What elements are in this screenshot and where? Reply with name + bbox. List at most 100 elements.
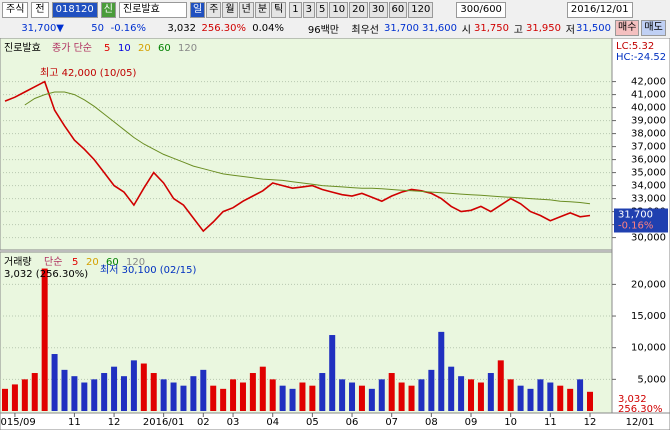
- volume-bar: [547, 382, 554, 411]
- period-button[interactable]: 월: [222, 2, 238, 18]
- interval-button[interactable]: 5: [315, 2, 329, 18]
- open-label: 시: [461, 24, 471, 36]
- x-tick-label: 2016/01: [143, 417, 185, 428]
- open: 31,750: [474, 22, 509, 34]
- period-button[interactable]: 년: [238, 2, 254, 18]
- legend-entry: 10: [118, 43, 131, 54]
- sell-button[interactable]: 매도: [641, 20, 666, 36]
- date[interactable]: 2016/12/01: [566, 2, 633, 18]
- volume-bar: [160, 379, 167, 411]
- interval-button[interactable]: 20: [349, 2, 368, 18]
- volume-bar: [31, 373, 38, 411]
- interval-button[interactable]: 60: [388, 2, 408, 18]
- volume-ratio: 256.30%: [201, 22, 247, 34]
- side-label: LC:5.32: [616, 41, 654, 52]
- low: 31,500: [576, 22, 611, 34]
- amount: 96백만: [307, 24, 339, 36]
- period-button[interactable]: 일: [190, 2, 206, 18]
- volume-bar: [477, 382, 484, 411]
- interval-button[interactable]: 30: [368, 2, 388, 18]
- volume-bar: [51, 354, 58, 411]
- volume-bar: [577, 379, 584, 411]
- count[interactable]: 300/600: [456, 2, 506, 18]
- volume-bar: [527, 388, 534, 411]
- volume-bar: [299, 382, 306, 411]
- period-button[interactable]: 틱: [271, 2, 287, 18]
- x-end-label: 12/01: [626, 417, 655, 428]
- volume-bar: [408, 385, 415, 411]
- volume-bar: [269, 379, 276, 411]
- volume-bar: [289, 388, 296, 411]
- legend-entry: 5: [104, 43, 110, 54]
- volume-bar: [428, 369, 435, 411]
- volume-bar: [468, 379, 475, 411]
- price: 31,700▼: [21, 22, 64, 34]
- last-value: 3,032: [618, 394, 647, 405]
- volume-bar: [557, 385, 564, 411]
- quote-row: 31,700▼ 50 -0.16% 3,032 256.30% 0.04% 96…: [2, 19, 668, 37]
- volume-bar: [11, 384, 18, 411]
- volume-bar: [438, 331, 445, 411]
- volume-bar: [368, 388, 375, 411]
- bid: 31,600: [422, 22, 457, 34]
- volume-bar: [358, 385, 365, 411]
- interval-button[interactable]: 10: [329, 2, 349, 18]
- volume-bar: [339, 379, 346, 411]
- side-label: HC:-24.52: [616, 52, 666, 63]
- change-pct: -0.16%: [110, 22, 146, 34]
- period-button[interactable]: 주: [206, 2, 222, 18]
- volume-bar: [41, 268, 48, 411]
- volume-bar: [239, 382, 246, 411]
- panel-title: 거래량: [4, 256, 32, 268]
- x-tick-label: 11: [544, 417, 557, 428]
- turnover: 0.04%: [252, 22, 284, 34]
- volume-bar: [587, 391, 593, 411]
- x-tick-label: 05: [306, 417, 319, 428]
- y-tick-label: 5,000: [637, 374, 666, 385]
- mode[interactable]: 전: [31, 2, 49, 18]
- y-tick-label: 40,000: [631, 103, 666, 114]
- volume-bar: [140, 363, 147, 411]
- volume-bar: [517, 385, 524, 411]
- volume-bar: [537, 379, 544, 411]
- volume-bar: [329, 335, 336, 411]
- legend-entry: 120: [178, 43, 197, 54]
- volume-bar: [71, 376, 78, 411]
- volume-bar: [249, 373, 256, 411]
- y-tick-label: 41,000: [631, 90, 666, 101]
- last-label: 3,032 (256.30%): [4, 269, 88, 280]
- stock-name: 진로발효: [119, 2, 187, 18]
- volume-bar: [497, 360, 504, 411]
- y-tick-label: 15,000: [631, 311, 666, 322]
- new[interactable]: 신: [100, 2, 116, 18]
- interval-button[interactable]: 1: [289, 2, 302, 18]
- code[interactable]: 018120: [51, 2, 98, 18]
- volume-bar: [200, 369, 207, 411]
- volume-bar: [120, 376, 127, 411]
- last-price: 31,700: [618, 210, 653, 221]
- y-tick-label: 30,000: [631, 233, 666, 244]
- period-button[interactable]: 분: [254, 2, 271, 18]
- legend-entry: 60: [158, 43, 171, 54]
- volume-bar: [180, 385, 187, 411]
- volume-bar: [81, 382, 88, 411]
- volume: 3,032: [167, 22, 196, 34]
- volume-bar: [101, 373, 108, 411]
- ask: 31,700: [384, 22, 419, 34]
- change: 50: [91, 22, 104, 34]
- interval-button[interactable]: 3: [302, 2, 315, 18]
- interval-button[interactable]: 120: [408, 2, 434, 18]
- y-tick-label: 20,000: [631, 279, 666, 290]
- price-line: [4, 80, 591, 233]
- volume-bar: [2, 388, 8, 411]
- chart: 30,00031,00032,00033,00034,00035,00036,0…: [0, 38, 670, 430]
- buy-button[interactable]: 매수: [615, 20, 640, 36]
- x-tick-label: 12: [584, 417, 597, 428]
- volume-bar: [279, 385, 286, 411]
- y-tick-label: 39,000: [631, 116, 666, 127]
- annotation-low: 최저 30,100 (02/15): [100, 264, 196, 276]
- market[interactable]: 주식: [2, 2, 29, 18]
